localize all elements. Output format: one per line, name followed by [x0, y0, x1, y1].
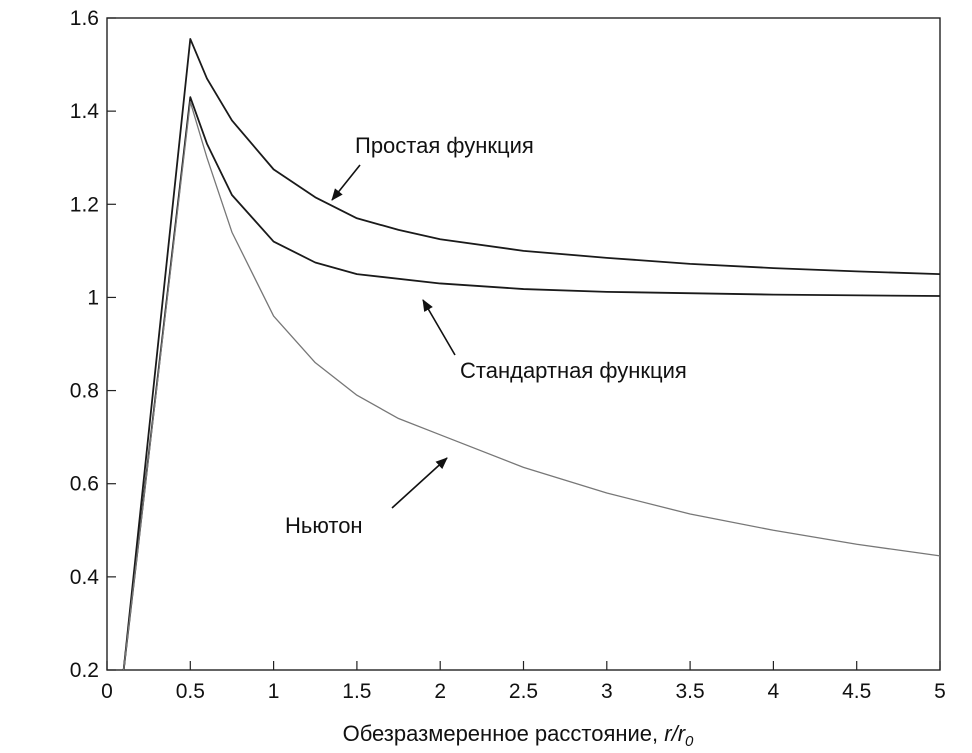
y-tick-label: 1.2 — [70, 193, 99, 216]
y-tick-label: 1.6 — [70, 7, 99, 30]
y-tick-label: 0.6 — [70, 473, 99, 496]
series-line-standard-function — [122, 96, 941, 671]
x-tick-label: 3.5 — [675, 680, 704, 703]
y-tick-label: 0.8 — [70, 380, 99, 403]
annotation-simple-function-label: Простая функция — [355, 133, 534, 158]
y-tick-label: 1 — [87, 286, 99, 309]
x-tick-label: 4.5 — [842, 680, 871, 703]
y-axis-ticks: 0.2 0.4 0.6 0.8 1 1.2 1.4 1.6 — [70, 7, 116, 682]
x-tick-label: 0.5 — [176, 680, 205, 703]
x-tick-label: 1.5 — [342, 680, 371, 703]
y-tick-label: 1.4 — [70, 100, 100, 123]
x-axis-ticks: 0 0.5 1 1.5 2 2.5 3 3.5 4 4.5 5 — [101, 661, 946, 703]
y-tick-label: 0.4 — [70, 566, 100, 589]
x-tick-label: 2.5 — [509, 680, 538, 703]
x-tick-label: 0 — [101, 680, 113, 703]
series-line-newton — [123, 101, 941, 671]
plot-frame — [106, 17, 941, 671]
annotation-newton-arrow — [391, 457, 448, 509]
annotation-standard-function-arrow — [422, 299, 456, 356]
x-axis-label-subscript: 0 — [685, 733, 694, 750]
x-axis-label: Обезразмеренное расстояние, r/r0 — [343, 721, 694, 750]
x-tick-label: 5 — [934, 680, 946, 703]
x-tick-label: 2 — [434, 680, 446, 703]
annotation-standard-function-label: Стандартная функция — [460, 358, 687, 383]
series-lines — [122, 38, 941, 671]
x-tick-label: 3 — [601, 680, 613, 703]
x-axis-label-main: Обезразмеренное расстояние, — [343, 721, 665, 746]
x-tick-label: 4 — [768, 680, 780, 703]
x-tick-label: 1 — [268, 680, 280, 703]
x-axis-label-variable: r/r — [664, 721, 686, 746]
series-line-simple-function — [122, 38, 941, 671]
annotation-newton-label: Ньютон — [285, 513, 363, 538]
annotation-simple-function-arrow — [331, 164, 361, 201]
y-tick-label: 0.2 — [70, 659, 99, 682]
